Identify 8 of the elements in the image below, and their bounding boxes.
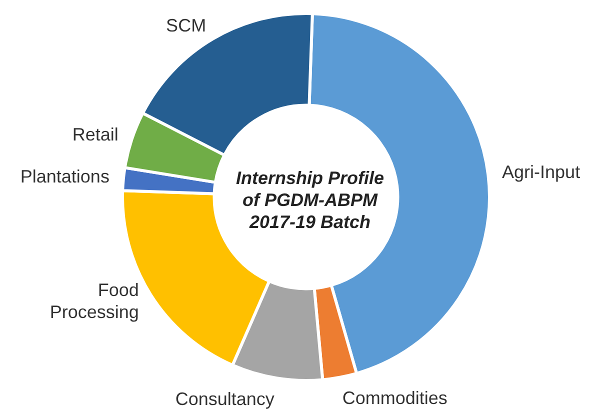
- slice-label: Commodities: [342, 388, 448, 408]
- text: Internship Profile of PGDM-ABPM 2017-19 Batch: [235, 167, 385, 234]
- slice-label: Agri-Input: [502, 162, 580, 182]
- slice-label: Food Processing: [50, 280, 139, 322]
- slice-label: Consultancy: [175, 388, 274, 409]
- slice-label: Plantations: [20, 166, 110, 187]
- slice-label: Retail: [72, 124, 118, 144]
- slice-label: SCM: [166, 16, 206, 36]
